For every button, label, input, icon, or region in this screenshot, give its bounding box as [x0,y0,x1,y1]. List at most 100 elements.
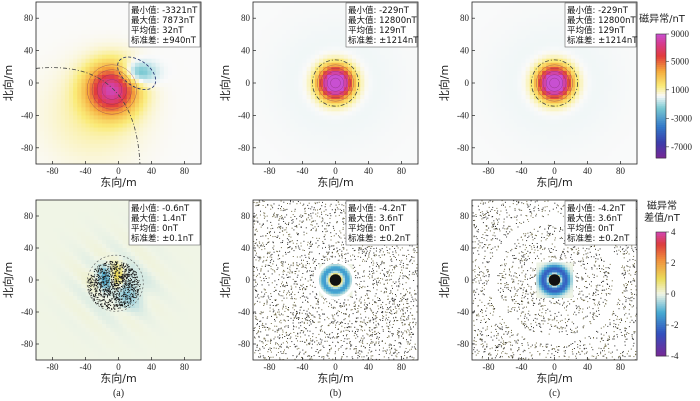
heat-cell [52,159,58,164]
heat-cell [130,111,136,116]
heat-cell [327,38,332,43]
heat-cell [306,95,312,100]
heat-cell [331,42,336,47]
heat-cell [364,54,369,60]
heat-cell [558,30,564,35]
heat-cell [538,155,543,161]
heat-cell [401,111,407,116]
heat-cell [36,220,41,225]
heat-cell [496,66,502,72]
heat-cell [298,83,303,88]
heat-cell [306,135,312,141]
heat-cell [44,131,49,137]
heat-cell [106,42,111,47]
heat-cell [389,123,394,128]
heat-cell [587,135,593,141]
heat-cell [616,139,621,145]
heat-cell [529,147,535,153]
heat-cell [273,10,279,15]
heat-cell [52,38,58,43]
heat-cell [620,66,626,72]
heat-cell [77,14,82,19]
heat-cell [376,99,382,104]
heat-cell [472,135,477,141]
heat-cell [480,54,485,60]
heat-cell [176,58,181,64]
heat-cell [93,14,99,19]
heat-cell [517,139,522,145]
heat-cell [558,87,564,92]
heat-cell [52,54,58,60]
heat-cell [81,74,86,80]
heat-cell [385,107,390,112]
heat-cell [294,131,299,137]
heat-cell [147,66,152,72]
heat-cell [327,95,332,100]
heat-cell [93,107,99,112]
heat-cell [591,70,597,76]
heat-cell [290,18,295,23]
heat-cell [188,83,194,88]
contour-line [330,77,341,89]
heat-cell [360,58,365,64]
x-tick-label: 0 [116,166,121,176]
heat-cell [595,151,601,157]
heat-cell [604,54,609,60]
heat-cell [257,78,262,84]
heat-cell [628,115,634,120]
heat-cell [496,50,502,56]
heat-cell [273,147,279,153]
heat-cell [69,107,74,112]
heat-cell [323,91,328,96]
heat-cell [135,66,140,72]
heat-cell [102,54,107,60]
heat-cell [163,83,169,88]
heat-cell [106,50,111,56]
heat-cell [265,6,270,11]
heat-cell [314,143,320,149]
heat-cell [143,54,148,60]
heat-cell [85,62,91,68]
heat-cell [380,95,386,100]
heat-cell [310,30,316,35]
heat-cell [77,62,82,68]
heat-cell [372,62,378,68]
heat-cell [356,139,361,145]
heat-cell [587,62,593,68]
heat-cell [566,54,572,60]
heat-cell [93,147,99,153]
heat-cell [624,46,630,51]
heat-cell [102,78,107,84]
heat-cell [306,74,312,80]
heat-cell [188,91,194,96]
heat-cell [44,14,49,19]
heat-cell [310,147,316,153]
heat-cell [40,324,45,329]
heat-cell [269,135,275,141]
heat-cell [306,2,312,7]
heat-cell [632,46,637,51]
heat-cell [180,143,185,149]
heat-cell [139,91,144,96]
heat-cell [81,111,86,116]
heat-cell [110,127,115,132]
heat-cell [294,107,299,112]
heat-cell [529,107,535,112]
heat-cell [306,83,312,88]
heat-cell [114,78,119,84]
heat-cell [180,78,185,84]
heat-cell [509,135,514,141]
heat-cell [56,6,62,11]
heat-cell [389,83,394,88]
heat-cell [579,123,584,128]
heat-cell [52,131,58,137]
heat-cell [612,107,617,112]
heat-cell [168,74,173,80]
heat-cell [496,123,502,128]
heat-cell [521,151,527,157]
heat-cell [151,115,157,120]
heat-cell [327,87,332,92]
heat-cell [294,91,299,96]
heat-cell [48,91,53,96]
heat-cell [40,320,45,325]
